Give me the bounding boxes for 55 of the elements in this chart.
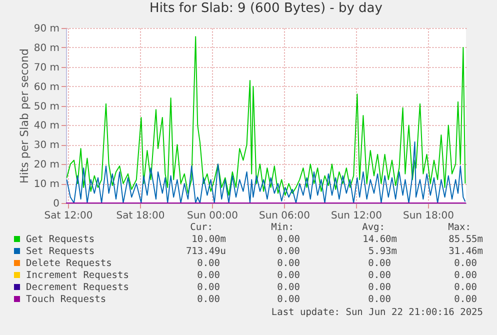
text: 10.00m	[192, 234, 226, 246]
y-tick-label: 50 m	[34, 101, 60, 112]
text: 0.00	[454, 258, 477, 270]
text: 31.46m	[448, 246, 483, 258]
chart-title: Hits for Slab: 9 (600 Bytes) - by day	[150, 1, 383, 16]
text: 14.60m	[362, 234, 397, 246]
y-tick-label: 40 m	[34, 120, 60, 132]
line-series	[66, 141, 466, 204]
text: 0.00	[197, 258, 220, 270]
y-tick-label: 10 m	[34, 179, 60, 190]
text: 0.00	[454, 282, 477, 294]
text: 0.00	[197, 294, 220, 306]
legend-label: Increment Requests	[26, 270, 129, 282]
y-tick-label: 60 m	[34, 82, 60, 93]
legend-label: Set Requests	[26, 246, 95, 258]
y-tick-label: 90 m	[34, 24, 60, 34]
x-tick-label: Sun 18:00	[402, 210, 454, 222]
y-tick-label: 0	[53, 198, 60, 210]
text: 0.00	[197, 270, 220, 282]
text: Avg:	[362, 222, 385, 234]
line-series	[66, 36, 466, 196]
text: 0.00	[368, 258, 391, 270]
text: 0.00	[368, 270, 391, 282]
x-tick-label: Sun 06:00	[258, 210, 310, 222]
text: 0.00	[197, 282, 220, 294]
text: Max:	[448, 222, 471, 234]
text: Cur:	[190, 222, 213, 234]
text: 0.00	[277, 270, 300, 282]
text: 0.00	[454, 294, 477, 306]
text: Min:	[271, 222, 294, 234]
text: 0.00	[277, 246, 300, 258]
x-tick-label: Sun 00:00	[186, 210, 238, 222]
x-tick-label: Sun 12:00	[330, 210, 382, 222]
x-tick-label: Sat 12:00	[44, 210, 93, 222]
text: 0.00	[368, 282, 391, 294]
legend-label: Touch Requests	[26, 294, 106, 306]
text: 0.00	[277, 258, 300, 270]
y-tick-label: 80 m	[34, 42, 60, 54]
text: Last update: Sun Jun 22 21:00:16 2025	[271, 307, 483, 319]
y-tick-label: 70 m	[34, 62, 60, 74]
text: 0.00	[368, 294, 391, 306]
text: 0.00	[277, 234, 300, 246]
legend-label: Get Requests	[26, 234, 95, 246]
y-tick-label: 20 m	[34, 160, 60, 171]
text: 85.55m	[448, 234, 483, 246]
text: 0.00	[277, 294, 300, 306]
y-tick-label: 30 m	[34, 140, 60, 152]
text: 0.00	[454, 270, 477, 282]
text: 5.93m	[368, 246, 397, 258]
text: 713.49u	[186, 246, 226, 258]
legend-label: Delete Requests	[26, 258, 112, 270]
text: 0.00	[277, 282, 300, 294]
legend-label: Decrement Requests	[26, 282, 129, 294]
y-axis-title: Hits per Slab per second	[18, 48, 31, 184]
x-tick-label: Sat 18:00	[116, 210, 165, 222]
